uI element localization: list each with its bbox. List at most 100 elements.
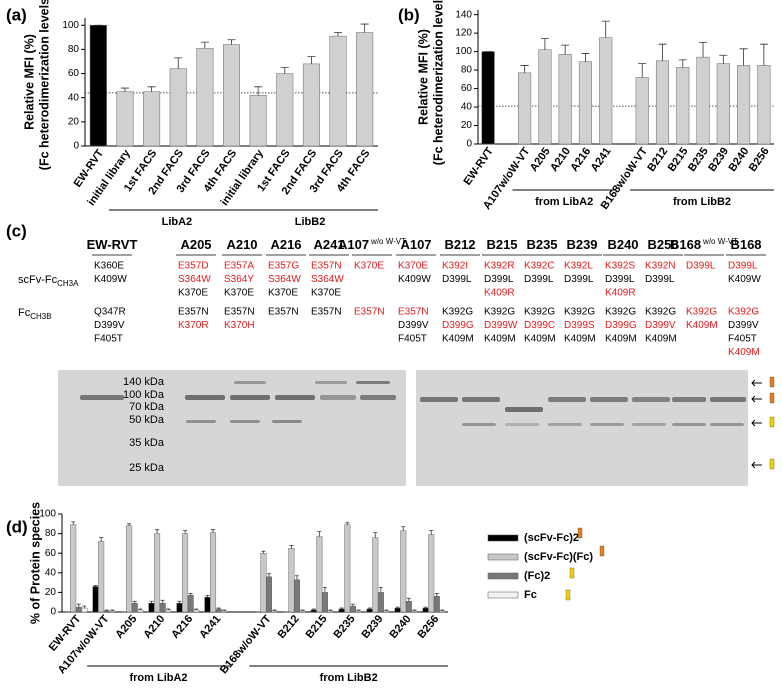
mutation: K409M bbox=[645, 334, 677, 345]
error-bar bbox=[322, 587, 327, 593]
bar bbox=[222, 44, 241, 147]
gel-band bbox=[632, 397, 670, 402]
error-bar bbox=[110, 609, 115, 612]
bar bbox=[394, 607, 401, 613]
column-header: B240 bbox=[607, 237, 638, 252]
bar bbox=[148, 602, 155, 613]
mutation: K370R bbox=[178, 320, 209, 331]
error-bar bbox=[384, 609, 389, 612]
bar bbox=[169, 68, 187, 147]
y-axis-label: (Fc heterodimerization levels) bbox=[37, 0, 51, 170]
column-name: EW-RVT bbox=[87, 237, 138, 252]
mutation: K392L bbox=[564, 261, 593, 272]
mutation: K392I bbox=[442, 261, 468, 272]
mutation: E357A bbox=[224, 261, 254, 272]
y-tick-label: 40 bbox=[68, 92, 80, 103]
bar bbox=[210, 532, 217, 613]
gel-right bbox=[416, 370, 748, 486]
error-bar bbox=[345, 522, 350, 525]
bar bbox=[599, 37, 613, 145]
gel-band bbox=[320, 395, 356, 400]
mutation: K392G bbox=[484, 307, 515, 318]
bar bbox=[265, 576, 272, 613]
gel-left bbox=[58, 370, 406, 486]
column-name: A216 bbox=[270, 237, 301, 252]
error-bar bbox=[360, 23, 369, 33]
bar bbox=[433, 596, 440, 613]
arrow bbox=[751, 395, 762, 403]
mutation: D399L bbox=[564, 274, 594, 285]
error-bar bbox=[429, 530, 434, 535]
icon bbox=[769, 392, 775, 404]
y-tick-label: 100 bbox=[39, 509, 56, 520]
bar bbox=[260, 553, 267, 613]
bar bbox=[405, 601, 412, 613]
error-bar bbox=[211, 529, 216, 533]
mutation: K392G bbox=[442, 307, 473, 318]
gel-band bbox=[185, 395, 225, 400]
error-bar bbox=[339, 607, 344, 610]
arrow bbox=[751, 461, 762, 469]
mutation: K409M bbox=[484, 334, 516, 345]
arrow bbox=[751, 419, 762, 427]
mutation: K370E bbox=[311, 288, 341, 299]
gel-band bbox=[230, 420, 260, 423]
legend-label: Fc bbox=[524, 589, 537, 601]
gel-band bbox=[356, 381, 390, 384]
panel-label: (d) bbox=[6, 517, 28, 536]
mutation: K392S bbox=[605, 261, 635, 272]
y-tick-label: 140 bbox=[455, 9, 472, 20]
mutation: D399L bbox=[686, 261, 716, 272]
error-bar bbox=[395, 606, 400, 609]
column-name: B235 bbox=[526, 237, 557, 252]
error-bar bbox=[378, 587, 383, 593]
bar bbox=[578, 61, 592, 145]
error-bar bbox=[658, 43, 667, 61]
y-tick-label: 60 bbox=[461, 83, 473, 94]
bar bbox=[221, 610, 228, 613]
gel-band bbox=[548, 397, 586, 402]
error-bar bbox=[373, 532, 378, 538]
bar bbox=[182, 533, 189, 613]
y-tick-label: 40 bbox=[461, 102, 473, 113]
mutation: K370H bbox=[224, 320, 255, 331]
error-bar bbox=[739, 48, 748, 66]
error-bar bbox=[412, 609, 417, 612]
error-bar bbox=[266, 573, 271, 577]
bar bbox=[439, 610, 446, 613]
column-header: A210 bbox=[226, 237, 257, 252]
error-bar bbox=[294, 575, 299, 580]
error-bar bbox=[132, 600, 137, 604]
error-bar bbox=[289, 544, 294, 549]
mutation: E357D bbox=[178, 261, 209, 272]
group-label: LibA2 bbox=[162, 216, 193, 228]
bar bbox=[109, 610, 116, 613]
error-bar bbox=[227, 39, 236, 45]
gel-band bbox=[315, 381, 347, 384]
error-bar bbox=[317, 531, 322, 537]
error-bar bbox=[147, 86, 156, 92]
marker-label: 25 kDa bbox=[129, 462, 165, 474]
mutation: K409M bbox=[686, 320, 718, 331]
bar bbox=[137, 609, 144, 613]
column-header: B235 bbox=[526, 237, 557, 252]
error-bar bbox=[561, 44, 570, 55]
error-bar bbox=[440, 609, 445, 612]
bar bbox=[92, 586, 99, 613]
mutation: S364Y bbox=[224, 274, 254, 285]
bar bbox=[383, 610, 390, 613]
icon bbox=[569, 567, 575, 579]
bar bbox=[355, 610, 362, 613]
y-tick-label: 0 bbox=[73, 141, 79, 152]
mutation: F405T bbox=[94, 334, 123, 345]
group-label: LibB2 bbox=[295, 216, 326, 228]
bar bbox=[302, 63, 320, 147]
y-tick-label: 60 bbox=[68, 68, 80, 79]
mutation: S364W bbox=[268, 274, 301, 285]
icon bbox=[769, 376, 775, 388]
bar bbox=[131, 602, 138, 613]
group-label: from LibA2 bbox=[535, 196, 593, 208]
error-bar bbox=[540, 38, 549, 50]
bar bbox=[400, 530, 407, 613]
error-bar bbox=[174, 57, 183, 69]
